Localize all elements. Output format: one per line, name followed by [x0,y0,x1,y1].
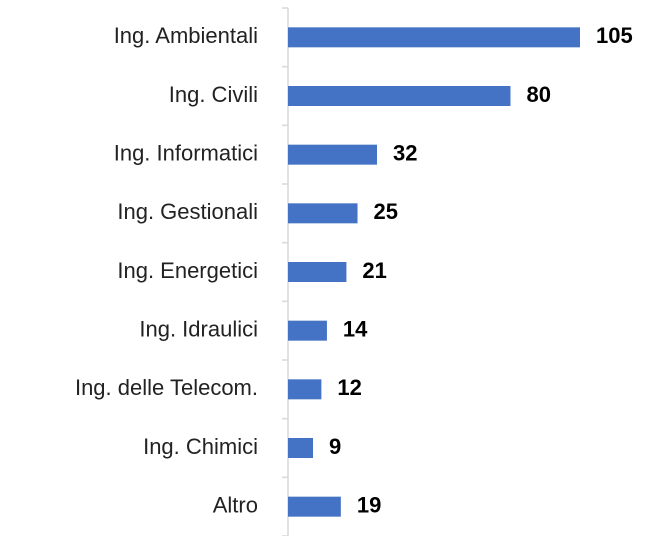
y-tick-label: Ing. Idraulici [139,316,258,341]
y-tick-label: Ing. Chimici [143,434,258,459]
y-tick-label: Ing. Civili [169,82,258,107]
data-label: 19 [357,492,381,517]
bar [288,496,341,517]
bar [288,144,377,165]
y-tick-label: Altro [213,492,258,517]
bar [288,203,358,224]
data-label: 9 [329,434,341,459]
data-label: 32 [393,140,417,165]
bar [288,27,580,48]
bar [288,262,347,282]
data-label: 105 [596,23,633,48]
y-tick-label: Ing. Energetici [117,258,258,283]
data-label: 21 [362,258,386,283]
y-tick-label: Ing. Gestionali [117,199,258,224]
data-label: 80 [526,82,550,107]
bar [288,438,314,458]
bar [288,320,327,341]
data-label: 12 [337,375,361,400]
data-label: 25 [374,199,398,224]
y-tick-label: Ing. Informatici [114,140,258,165]
bar [288,86,511,106]
y-tick-label: Ing. Ambientali [114,23,258,48]
data-label: 14 [343,316,368,341]
y-tick-label: Ing. delle Telecom. [75,375,258,400]
bar [288,379,322,400]
